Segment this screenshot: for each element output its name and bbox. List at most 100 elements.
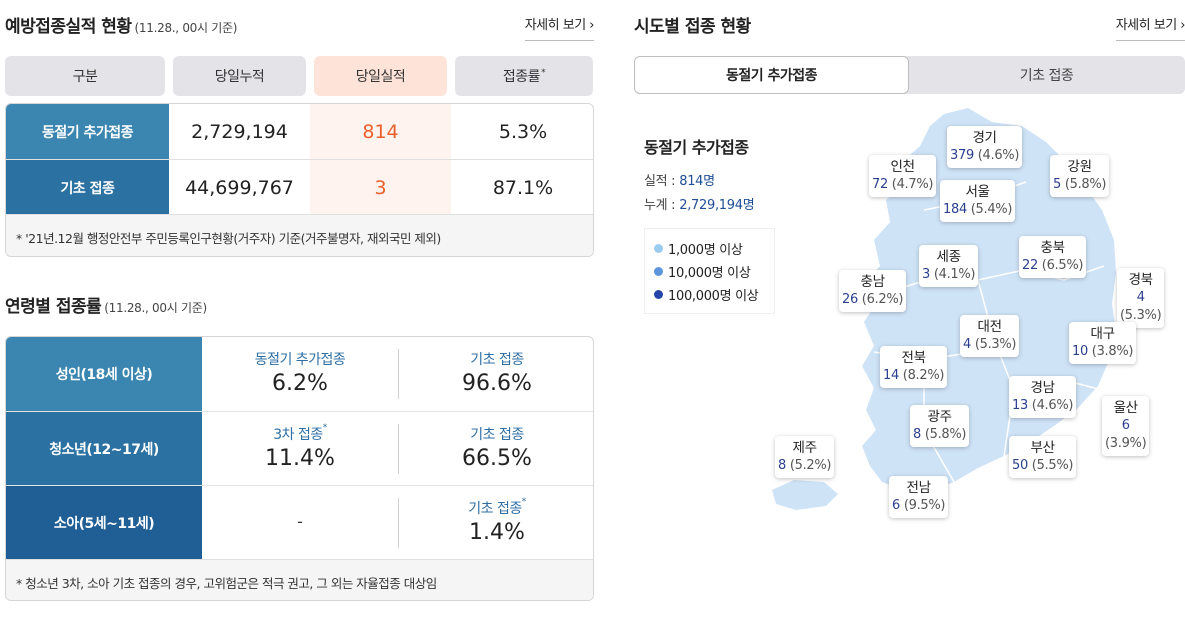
- table-row: 성인(18세 이상) 동절기 추가접종 6.2% 기초 접종 96.6%: [6, 337, 593, 411]
- region-pct: (5.3%): [974, 337, 1017, 352]
- age-basis: (11.28., 00시 기준): [104, 301, 207, 315]
- region-count: 14: [883, 368, 899, 383]
- row-label: 동절기 추가접종: [6, 104, 169, 159]
- region-label-daegu[interactable]: 대구 10 (3.8%): [1069, 322, 1137, 364]
- region-pct: (5.2%): [789, 458, 832, 473]
- age-cell-key-text: 기초 접종: [470, 427, 524, 443]
- region-label-jeonnam[interactable]: 전남 6 (9.5%): [889, 476, 949, 518]
- region-name: 경기: [972, 130, 997, 146]
- region-label-chungbuk[interactable]: 충북 22 (6.5%): [1019, 236, 1087, 278]
- performance-title: 예방접종실적 현황 (11.28., 00시 기준): [5, 12, 237, 37]
- region-count: 4: [1136, 290, 1145, 305]
- tab-winter-booster[interactable]: 동절기 추가접종: [634, 56, 909, 94]
- age-table: 성인(18세 이상) 동절기 추가접종 6.2% 기초 접종 96.6% 청소년…: [5, 336, 594, 601]
- age-cell: 3차 접종* 11.4%: [202, 412, 398, 486]
- age-cell-key: 기초 접종*: [399, 497, 593, 518]
- region-pct: (4.1%): [933, 267, 976, 282]
- region-count: 10: [1072, 344, 1088, 359]
- age-cell-key-text: 기초 접종: [468, 501, 522, 517]
- cumulative-value: 44,699,767: [185, 176, 294, 199]
- performance-table: 동절기 추가접종 2,729,194 814 5.3% 기초 접종 44,699…: [5, 103, 594, 257]
- rate-value: 5.3%: [498, 120, 548, 143]
- tab-primary[interactable]: 기초 접종: [1019, 68, 1074, 84]
- region-count: 50: [1012, 458, 1028, 473]
- age-title-text: 연령별 접종률: [5, 297, 102, 317]
- map-legend: 1,000명 이상 10,000명 이상 100,000명 이상: [644, 228, 775, 314]
- right-panel: 시도별 접종 현황 자세히 보기 동절기 추가접종 기초 접종 동절기 추가접종…: [634, 0, 1185, 619]
- region-label-sejong[interactable]: 세종 3 (4.1%): [919, 245, 979, 287]
- region-count: 184: [943, 202, 967, 217]
- age-cell: 기초 접종 96.6%: [399, 337, 593, 411]
- header-daily: 당일실적: [314, 56, 447, 96]
- region-label-seoul[interactable]: 서울 184 (5.4%): [940, 180, 1016, 222]
- region-name: 강원: [1067, 159, 1092, 175]
- age-cell: 동절기 추가접종 6.2%: [202, 337, 398, 411]
- region-label-chungnam[interactable]: 충남 26 (6.2%): [839, 270, 907, 312]
- age-cell-key-mark: *: [322, 423, 328, 434]
- region-name: 부산: [1030, 440, 1055, 456]
- age-cell: 기초 접종 66.5%: [399, 412, 593, 486]
- region-pct: (3.9%): [1105, 436, 1147, 451]
- region-name: 서울: [965, 184, 990, 200]
- region-label-jeju[interactable]: 제주 8 (5.2%): [775, 436, 835, 478]
- total-line: 누계 :2,729,194명: [644, 194, 755, 213]
- region-pct: (5.8%): [1064, 177, 1107, 192]
- age-cell: 기초 접종* 1.4%: [399, 486, 593, 560]
- age-cell-value: 96.6%: [462, 371, 532, 396]
- total-label: 누계 :: [644, 198, 676, 213]
- legend-item: 100,000명 이상: [654, 283, 774, 306]
- age-cell-value: 1.4%: [469, 520, 525, 545]
- row-label: 기초 접종: [6, 160, 169, 215]
- age-cell-key-text: 3차 접종: [273, 427, 323, 443]
- age-cell-empty: -: [297, 512, 303, 531]
- header-category-label: 구분: [72, 69, 98, 85]
- region-label-gangwon[interactable]: 강원 5 (5.8%): [1050, 155, 1110, 197]
- divider: [398, 424, 399, 474]
- row-label: 청소년(12~17세): [6, 412, 202, 486]
- age-cell-key-mark: *: [521, 497, 527, 508]
- region-count: 8: [913, 427, 921, 442]
- region-label-gwangju[interactable]: 광주 8 (5.8%): [910, 405, 970, 447]
- region-name: 전남: [906, 480, 931, 496]
- performance-more-link[interactable]: 자세히 보기: [524, 14, 594, 41]
- region-label-gyeongbuk[interactable]: 경북 4 (5.3%): [1117, 268, 1165, 328]
- region-pct: (3.8%): [1091, 344, 1134, 359]
- region-name: 세종: [936, 249, 961, 265]
- age-cell-key: 동절기 추가접종: [202, 349, 398, 369]
- region-label-gyeongnam[interactable]: 경남 13 (4.6%): [1009, 376, 1077, 418]
- performance-header: 예방접종실적 현황 (11.28., 00시 기준) 자세히 보기: [5, 0, 594, 44]
- region-label-incheon[interactable]: 인천 72 (4.7%): [869, 155, 937, 197]
- age-cell-key-text: 동절기 추가접종: [254, 352, 346, 368]
- rate-value: 87.1%: [492, 176, 554, 199]
- region-pct: (5.5%): [1031, 458, 1074, 473]
- region-label-jeonbuk[interactable]: 전북 14 (8.2%): [880, 346, 948, 388]
- region-label-busan[interactable]: 부산 50 (5.5%): [1009, 436, 1077, 478]
- header-daily-label: 당일실적: [355, 69, 406, 85]
- row-label: 성인(18세 이상): [6, 337, 202, 411]
- region-name: 충북: [1040, 240, 1065, 256]
- legend-dot: [654, 290, 663, 299]
- region-pct: (9.5%): [903, 498, 946, 513]
- region-name: 전북: [901, 350, 926, 366]
- region-label-daejeon[interactable]: 대전 4 (5.3%): [960, 315, 1020, 357]
- region-label-ulsan[interactable]: 울산 6 (3.9%): [1102, 396, 1150, 456]
- region-pct: (6.2%): [861, 292, 904, 307]
- region-pct: (4.6%): [977, 148, 1020, 163]
- total-value: 2,729,194명: [679, 198, 755, 213]
- region-pct: (5.3%): [1120, 308, 1162, 323]
- region-pct: (4.7%): [891, 177, 934, 192]
- region-pct: (4.6%): [1031, 398, 1074, 413]
- legend-item: 1,000명 이상: [654, 237, 774, 260]
- header-rate: 접종률 *: [455, 56, 593, 96]
- region-count: 6: [892, 498, 900, 513]
- region-more-link[interactable]: 자세히 보기: [1115, 14, 1185, 41]
- legend-dot: [654, 267, 663, 276]
- daily-value: 814: [310, 104, 451, 159]
- region-pct: (5.4%): [970, 202, 1013, 217]
- region-label-gyeonggi[interactable]: 경기 379 (4.6%): [947, 126, 1023, 168]
- region-count: 3: [922, 267, 930, 282]
- age-header: 연령별 접종률 (11.28., 00시 기준): [5, 280, 594, 324]
- header-rate-label: 접종률: [502, 69, 541, 85]
- region-pct: (8.2%): [902, 368, 945, 383]
- region-count: 379: [950, 148, 974, 163]
